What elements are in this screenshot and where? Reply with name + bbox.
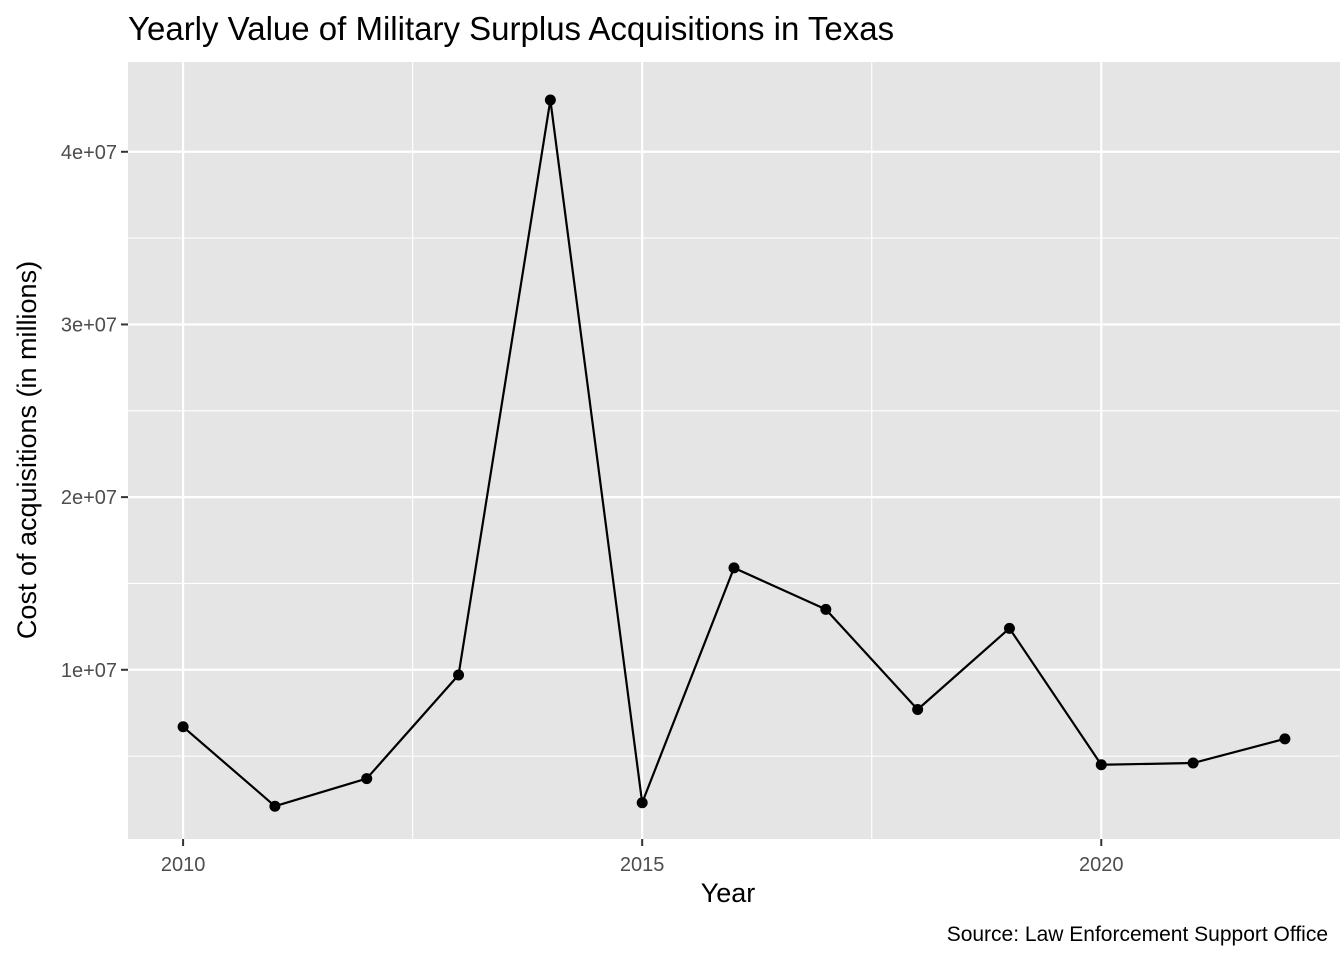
y-tick-label: 4e+07	[61, 142, 117, 164]
y-tick-label: 2e+07	[61, 487, 117, 509]
x-tick-label: 2015	[620, 854, 665, 876]
minor-gridlines	[128, 62, 1340, 839]
data-point	[1003, 622, 1015, 634]
data-point	[453, 669, 465, 681]
data-point	[636, 797, 648, 809]
data-point	[820, 603, 832, 615]
data-point	[361, 773, 373, 785]
data-points-layer	[177, 94, 1291, 812]
y-axis: 1e+07 2e+07 3e+07 4e+07	[61, 142, 128, 682]
data-point	[269, 800, 281, 812]
chart-title: Yearly Value of Military Surplus Acquisi…	[128, 10, 894, 47]
data-point	[1279, 733, 1291, 745]
data-point	[728, 562, 740, 574]
data-point	[177, 721, 189, 733]
x-tick-label: 2010	[161, 854, 206, 876]
plot-panel	[128, 62, 1340, 839]
data-point	[912, 704, 924, 715]
x-axis: 2010 2015 2020	[161, 839, 1124, 876]
data-point	[544, 94, 556, 106]
major-gridlines	[128, 62, 1340, 839]
x-axis-title: Year	[701, 878, 756, 908]
y-axis-title: Cost of acquisitions (in millions)	[12, 261, 42, 639]
source-caption: Source: Law Enforcement Support Office	[947, 923, 1328, 946]
y-tick-label: 3e+07	[61, 314, 117, 336]
x-tick-label: 2020	[1079, 854, 1124, 876]
data-point	[1095, 759, 1107, 771]
y-tick-label: 1e+07	[61, 660, 117, 682]
data-point	[1187, 757, 1199, 769]
